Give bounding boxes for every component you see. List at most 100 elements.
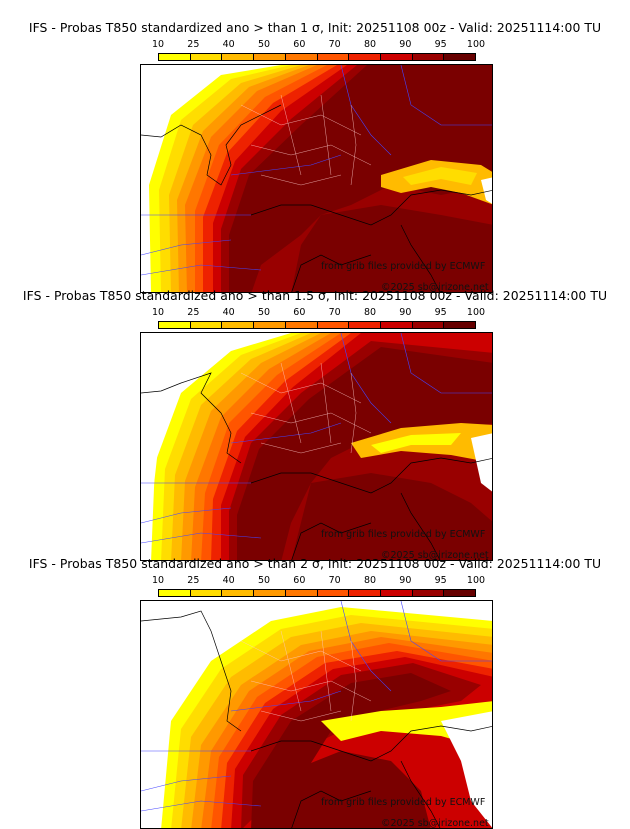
colorbar-tick-label: 40 <box>222 39 235 50</box>
colorbar-swatch <box>190 590 223 596</box>
colorbar-tick-label: 70 <box>328 575 341 586</box>
colorbar-swatch <box>254 590 286 596</box>
colorbar-tick-label: 25 <box>187 39 200 50</box>
colorbar-tick-label: 60 <box>293 575 306 586</box>
colorbar <box>158 53 476 61</box>
credit-text: from grib files provided by ECMWF <box>321 529 486 540</box>
prob-zero-west <box>141 601 311 828</box>
colorbar-swatch <box>159 322 191 328</box>
colorbar-swatch <box>222 322 255 328</box>
prob-zero-east <box>481 177 492 204</box>
colorbar-swatch <box>444 54 476 60</box>
colorbar-swatch <box>349 590 381 596</box>
panel-title: IFS - Probas T850 standardized ano > tha… <box>28 556 602 571</box>
colorbar <box>158 321 476 329</box>
colorbar-tick-label: 40 <box>222 575 235 586</box>
colorbar-tick-label: 70 <box>328 307 341 318</box>
prob-high-med <box>291 205 492 292</box>
colorbar-swatch <box>317 54 350 60</box>
probability-map[interactable]: from grib files provided by ECMWF ©2025 … <box>140 64 493 293</box>
coastline <box>141 372 492 560</box>
prob-high-med <box>291 473 492 560</box>
colorbar-tick-label: 80 <box>363 39 377 50</box>
colorbar-swatch <box>412 590 445 596</box>
map-graphic <box>141 65 492 292</box>
colorbar-swatch <box>380 590 413 596</box>
borders <box>141 601 492 812</box>
colorbar-swatch <box>317 590 350 596</box>
colorbar-swatch <box>412 54 445 60</box>
prob-low-alps-inner <box>403 167 477 185</box>
prob-zero-east <box>471 433 492 492</box>
regions <box>240 362 372 454</box>
borders <box>141 333 492 544</box>
colorbar-tick-label: 100 <box>466 39 486 50</box>
colorbar-tick-label: 70 <box>328 39 341 50</box>
colorbar-swatch <box>190 322 223 328</box>
colorbar-swatch <box>285 54 318 60</box>
colorbar-swatch <box>444 322 476 328</box>
colorbar-tick-label: 90 <box>399 307 412 318</box>
probability-map[interactable]: from grib files provided by ECMWF ©2025 … <box>140 600 493 829</box>
colorbar-swatch <box>222 590 255 596</box>
map-panel-2: IFS - Probas T850 standardized ano > tha… <box>0 284 630 561</box>
colorbar-tick-label: 40 <box>222 307 235 318</box>
map-panel-3: IFS - Probas T850 standardized ano > tha… <box>0 552 630 829</box>
colorbar-tick-label: 25 <box>187 575 200 586</box>
colorbar-swatch <box>254 322 286 328</box>
colorbar-swatch <box>222 54 255 60</box>
colorbar-tick-label: 90 <box>399 39 412 50</box>
credit-text: from grib files provided by ECMWF <box>321 261 486 272</box>
colorbar-tick-label: 95 <box>434 307 447 318</box>
prob-low-alps-inner <box>371 433 461 453</box>
colorbar-swatch <box>190 54 223 60</box>
colorbar <box>158 589 476 597</box>
colorbar-swatch <box>285 590 318 596</box>
colorbar-swatch <box>444 590 476 596</box>
colorbar-swatch <box>159 590 191 596</box>
prob-high-med <box>291 751 431 828</box>
copyright-text: ©2025 sb@irizone.net <box>381 818 489 829</box>
prob-100 <box>237 347 492 560</box>
colorbar-tick-label: 50 <box>257 39 271 50</box>
map-panel-1: IFS - Probas T850 standardized ano > tha… <box>0 16 630 293</box>
borders <box>141 65 492 276</box>
panel-title: IFS - Probas T850 standardized ano > tha… <box>28 20 602 35</box>
colorbar-swatch <box>285 322 318 328</box>
copyright-text: ©2025 sb@irizone.net <box>381 282 489 293</box>
colorbar-swatch <box>380 322 413 328</box>
prob-low-alps <box>321 701 492 751</box>
colorbar-tick-label: 100 <box>466 575 486 586</box>
colorbar-tick-label: 50 <box>257 307 271 318</box>
colorbar-tick-label: 10 <box>151 307 165 318</box>
colorbar-tick-label: 10 <box>151 575 165 586</box>
colorbar-swatch <box>254 54 286 60</box>
colorbar-tick-label: 90 <box>399 575 412 586</box>
colorbar-tick-label: 95 <box>434 39 447 50</box>
probability-map[interactable]: from grib files provided by ECMWF ©2025 … <box>140 332 493 561</box>
prob-zero-east <box>441 711 492 828</box>
colorbar-tick-label: 50 <box>257 575 271 586</box>
regions <box>240 630 372 722</box>
map-graphic <box>141 601 492 828</box>
colorbar-tick-label: 95 <box>434 575 447 586</box>
panel-title: IFS - Probas T850 standardized ano > tha… <box>22 288 608 303</box>
prob-95 <box>241 663 481 828</box>
colorbar-tick-label: 10 <box>151 39 165 50</box>
coastline <box>141 610 492 828</box>
regions <box>240 94 372 186</box>
colorbar-tick-label: 80 <box>363 575 377 586</box>
colorbar-tick-label: 100 <box>466 307 486 318</box>
colorbar-tick-label: 60 <box>293 39 306 50</box>
colorbar-swatch <box>159 54 191 60</box>
colorbar-swatch <box>349 322 381 328</box>
colorbar-swatch <box>349 54 381 60</box>
map-graphic <box>141 333 492 560</box>
colorbar-tick-label: 60 <box>293 307 306 318</box>
colorbar-swatch <box>380 54 413 60</box>
coastline <box>141 104 492 292</box>
prob-100 <box>229 65 492 292</box>
colorbar-tick-label: 80 <box>363 307 377 318</box>
colorbar-swatch <box>317 322 350 328</box>
colorbar-tick-label: 25 <box>187 307 200 318</box>
